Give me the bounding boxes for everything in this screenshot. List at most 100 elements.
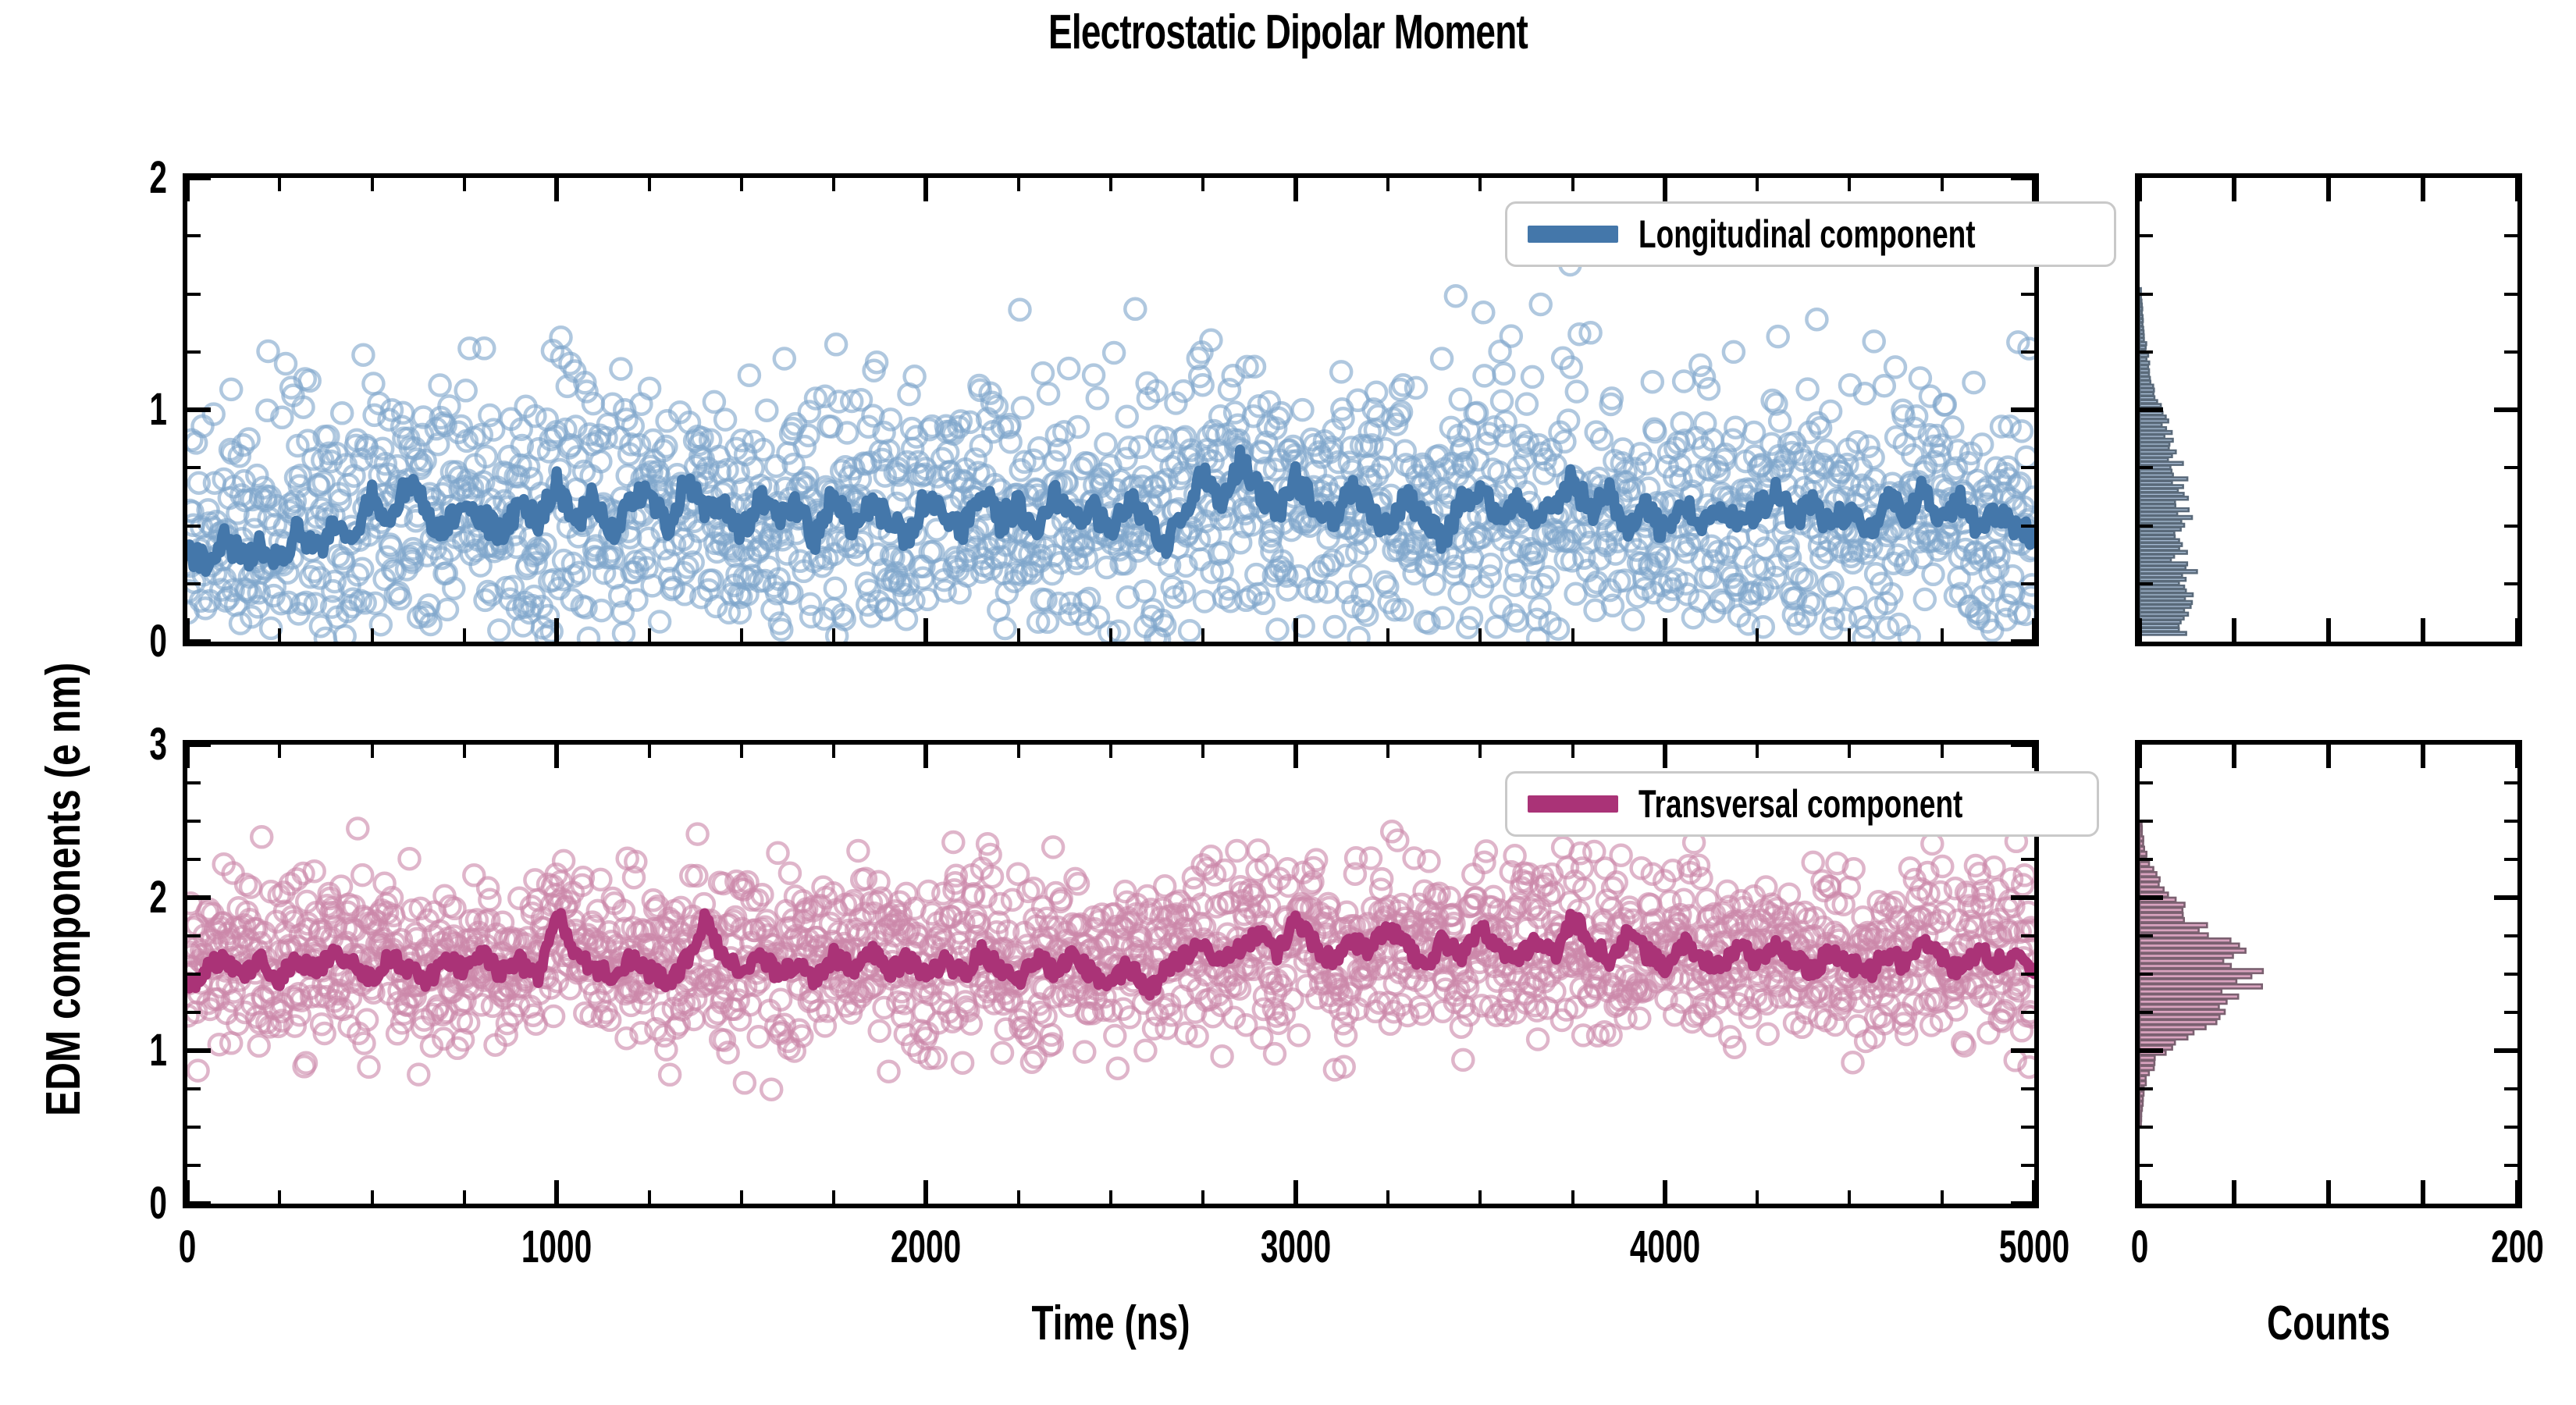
axis-tick xyxy=(2021,1164,2034,1167)
running-mean-line xyxy=(187,444,2034,578)
axis-tick xyxy=(2011,895,2034,900)
axis-tick xyxy=(2011,407,2034,412)
axis-tick xyxy=(278,628,282,642)
axis-tick-label: 1 xyxy=(149,384,167,435)
axis-tick xyxy=(185,745,190,768)
axis-tick xyxy=(2140,466,2153,470)
axis-tick xyxy=(2504,934,2517,937)
axis-tick xyxy=(1201,745,1205,758)
axis-tick xyxy=(187,820,201,823)
axis-tick xyxy=(2232,745,2236,768)
axis-tick xyxy=(2504,1164,2517,1167)
axis-tick xyxy=(1386,1190,1389,1204)
axis-tick xyxy=(187,781,201,784)
axis-tick xyxy=(185,1180,190,1204)
axis-tick xyxy=(187,1087,201,1090)
axis-tick xyxy=(2011,639,2034,644)
axis-tick xyxy=(278,178,282,191)
axis-tick xyxy=(278,745,282,758)
axis-tick xyxy=(2021,292,2034,296)
axis-tick-label: 0 xyxy=(149,616,167,667)
axis-tick xyxy=(1940,1190,1944,1204)
axis-tick xyxy=(462,1190,466,1204)
axis-tick-label: 200 xyxy=(2491,1222,2544,1272)
axis-tick xyxy=(1478,745,1482,758)
axis-tick xyxy=(2515,745,2520,768)
panel-transversal-histogram xyxy=(2135,740,2522,1208)
histogram-bars xyxy=(2140,820,2265,1128)
axis-tick xyxy=(2021,582,2034,585)
axis-tick xyxy=(2421,178,2425,201)
axis-tick xyxy=(185,618,190,642)
axis-tick-label: 4000 xyxy=(1629,1222,1700,1272)
axis-tick xyxy=(2021,1087,2034,1090)
axis-tick xyxy=(1662,745,1667,768)
axis-tick xyxy=(2494,1048,2517,1053)
axis-tick xyxy=(2021,466,2034,470)
axis-tick xyxy=(187,176,211,180)
axis-tick xyxy=(2021,524,2034,528)
axis-tick xyxy=(2504,466,2517,470)
axis-tick-label: 0 xyxy=(2130,1222,2149,1272)
axis-tick xyxy=(2011,1201,2034,1206)
axis-tick xyxy=(187,934,201,937)
axis-tick xyxy=(2140,1126,2153,1129)
axis-tick xyxy=(187,407,211,412)
axis-tick xyxy=(187,742,211,747)
axis-tick xyxy=(1109,745,1112,758)
axis-tick xyxy=(832,745,836,758)
axis-tick xyxy=(1109,1190,1112,1204)
axis-tick xyxy=(1940,178,1944,191)
axis-tick xyxy=(1571,745,1574,758)
axis-tick xyxy=(2504,820,2517,823)
legend-label-longitudinal: Longitudinal component xyxy=(1638,212,1976,256)
axis-tick xyxy=(2140,407,2163,412)
axis-tick xyxy=(1386,178,1389,191)
axis-tick xyxy=(554,1180,560,1204)
axis-tick xyxy=(1016,628,1020,642)
legend-label-transversal: Transversal component xyxy=(1638,782,1963,826)
x-axis-label-time: Time (ns) xyxy=(1031,1297,1190,1350)
axis-tick-label: 2 xyxy=(149,872,167,923)
transversal-plot-canvas xyxy=(187,816,2034,1101)
axis-tick xyxy=(1478,1190,1482,1204)
axis-tick xyxy=(462,745,466,758)
axis-tick xyxy=(2011,742,2034,747)
axis-tick xyxy=(370,178,374,191)
axis-tick xyxy=(1293,618,1298,642)
axis-tick xyxy=(2021,973,2034,976)
axis-tick xyxy=(2515,1180,2520,1204)
axis-tick xyxy=(2421,618,2425,642)
axis-tick xyxy=(2032,1180,2037,1204)
legend-transversal[interactable]: Transversal component xyxy=(1505,771,2100,837)
axis-tick xyxy=(2140,820,2153,823)
axis-tick xyxy=(187,1048,211,1053)
axis-tick xyxy=(2504,524,2517,528)
axis-tick xyxy=(2021,1126,2034,1129)
axis-tick xyxy=(187,466,201,470)
axis-tick xyxy=(2504,858,2517,861)
axis-tick xyxy=(2140,934,2153,937)
axis-tick xyxy=(462,178,466,191)
panel-longitudinal-histogram xyxy=(2135,173,2522,646)
axis-tick xyxy=(2326,745,2331,768)
transversal-hist-canvas xyxy=(2140,820,2265,1128)
axis-tick xyxy=(187,1126,201,1129)
axis-tick xyxy=(2494,407,2517,412)
legend-longitudinal[interactable]: Longitudinal component xyxy=(1505,201,2117,267)
axis-tick xyxy=(2021,1011,2034,1014)
axis-tick xyxy=(2140,582,2153,585)
axis-tick xyxy=(2504,234,2517,238)
axis-tick xyxy=(2232,1180,2236,1204)
axis-tick xyxy=(832,628,836,642)
axis-tick xyxy=(923,618,929,642)
axis-tick xyxy=(2232,178,2236,201)
axis-tick xyxy=(187,524,201,528)
axis-tick xyxy=(2011,1048,2034,1053)
axis-tick xyxy=(187,350,201,354)
axis-tick xyxy=(1848,745,1852,758)
axis-tick xyxy=(2021,858,2034,861)
axis-tick xyxy=(2504,292,2517,296)
axis-tick xyxy=(2140,1011,2153,1014)
